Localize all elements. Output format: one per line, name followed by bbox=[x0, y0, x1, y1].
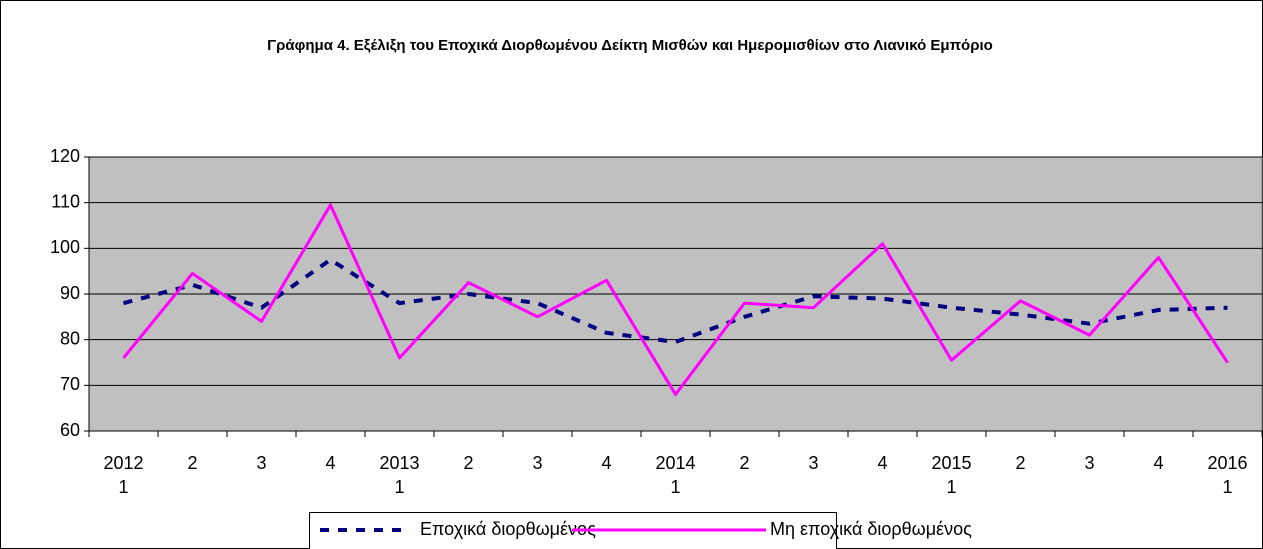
chart-title: Γράφημα 4. Εξέλιξη του Εποχικά Διορθωμέν… bbox=[267, 37, 993, 54]
x-tick-label: 2016 bbox=[1207, 453, 1247, 473]
x-tick-label: 2 bbox=[1015, 453, 1025, 473]
y-tick-label: 70 bbox=[60, 374, 80, 394]
y-tick-label: 110 bbox=[51, 191, 80, 211]
series-line bbox=[122, 257, 1228, 344]
x-tick-label: 1 bbox=[394, 477, 404, 497]
x-tick-label: 1 bbox=[118, 477, 128, 497]
x-tick-label: 2 bbox=[739, 453, 749, 473]
y-tick-label: 60 bbox=[60, 420, 80, 440]
x-tick-label: 4 bbox=[601, 453, 611, 473]
x-tick-label: 3 bbox=[532, 453, 542, 473]
x-tick-label: 2012 bbox=[103, 453, 143, 473]
legend-label: Μη εποχικά διορθωμένος bbox=[770, 519, 972, 539]
x-tick-label: 2014 bbox=[655, 453, 695, 473]
x-tick-label: 2 bbox=[187, 453, 197, 473]
x-tick-label: 3 bbox=[256, 453, 266, 473]
y-tick-label: 90 bbox=[60, 283, 80, 303]
x-tick-label: 2015 bbox=[931, 453, 971, 473]
x-tick-label: 3 bbox=[1084, 453, 1094, 473]
x-tick-label: 1 bbox=[670, 477, 680, 497]
y-tick-label: 120 bbox=[50, 146, 80, 166]
x-tick-label: 4 bbox=[325, 453, 335, 473]
y-tick-label: 100 bbox=[50, 237, 80, 257]
x-tick-label: 2 bbox=[463, 453, 473, 473]
x-tick-label: 3 bbox=[808, 453, 818, 473]
x-tick-label: 1 bbox=[946, 477, 956, 497]
series-line bbox=[122, 203, 1229, 396]
legend-label: Εποχικά διορθωμένος bbox=[420, 519, 596, 539]
x-tick-label: 4 bbox=[1153, 453, 1163, 473]
x-tick-label: 4 bbox=[877, 453, 887, 473]
x-tick-label: 2013 bbox=[379, 453, 419, 473]
x-tick-label: 1 bbox=[1222, 477, 1232, 497]
y-tick-label: 80 bbox=[60, 328, 80, 348]
